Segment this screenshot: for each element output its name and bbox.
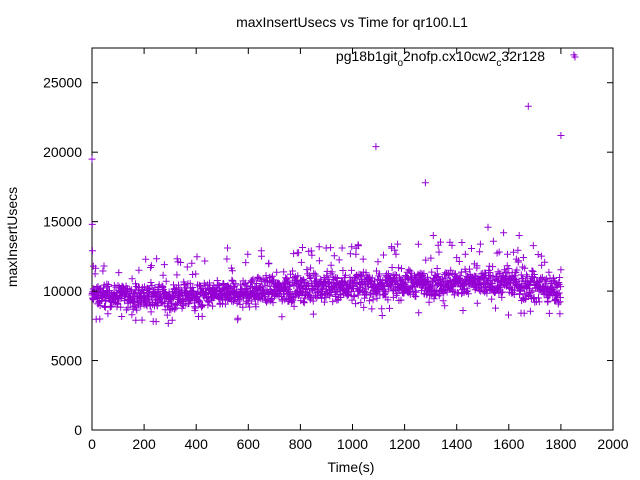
legend-label-base: pg18b1git <box>336 48 398 64</box>
x-tick-label: 1600 <box>493 436 524 452</box>
y-tick-label: 20000 <box>43 144 82 160</box>
x-tick-label: 2000 <box>597 436 628 452</box>
x-axis-ticks: 0 200 400 600 800 1000 1200 1400 1600 1800 2000 <box>88 48 629 452</box>
y-tick-label: 0 <box>74 422 82 438</box>
x-tick-label: 400 <box>185 436 209 452</box>
legend-label: pg18b1gito2nofp.cx10cw2c32r128 <box>336 48 545 69</box>
y-axis-label: maxInsertUsecs <box>4 187 20 287</box>
legend-label-sub2: c <box>496 58 501 69</box>
series-points <box>88 51 578 327</box>
x-tick-label: 0 <box>88 436 96 452</box>
x-tick-label: 1800 <box>545 436 576 452</box>
chart-title: maxInsertUsecs vs Time for qr100.L1 <box>236 14 468 30</box>
legend-marker <box>571 53 579 61</box>
x-axis-label: Time(s) <box>328 459 375 475</box>
series-markers <box>88 51 578 327</box>
legend-label-mid: 2nofp.cx10cw2 <box>403 48 497 64</box>
y-tick-label: 15000 <box>43 214 82 230</box>
x-tick-label: 800 <box>289 436 313 452</box>
y-tick-label: 25000 <box>43 75 82 91</box>
x-tick-label: 600 <box>237 436 261 452</box>
plot-frame <box>91 47 614 431</box>
legend-label-tail: 32r128 <box>501 48 545 64</box>
y-tick-label: 5000 <box>51 353 82 369</box>
x-tick-label: 1000 <box>337 436 368 452</box>
y-axis-ticks: 0 5000 10000 15000 20000 25000 <box>43 75 613 438</box>
x-tick-label: 1200 <box>389 436 420 452</box>
legend-label-sub1: o <box>397 58 403 69</box>
plot-border <box>91 47 614 431</box>
legend-marker-plus <box>571 53 579 61</box>
x-tick-label: 200 <box>132 436 156 452</box>
y-tick-label: 10000 <box>43 283 82 299</box>
legend: pg18b1gito2nofp.cx10cw2c32r128 <box>336 48 579 69</box>
x-tick-label: 1400 <box>441 436 472 452</box>
